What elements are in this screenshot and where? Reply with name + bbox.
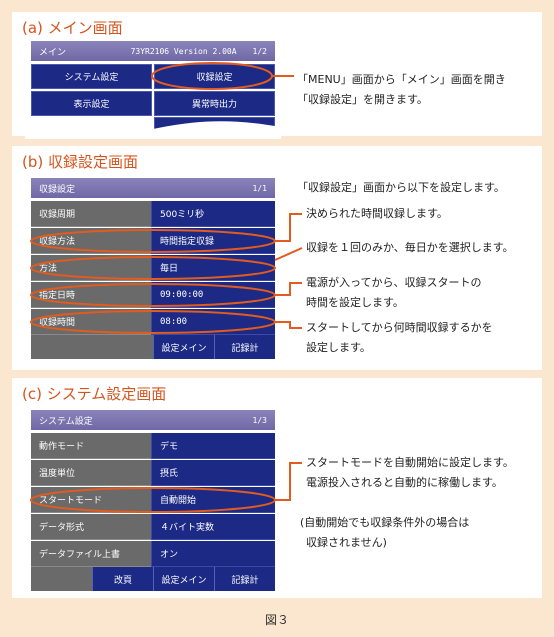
main-screen: メイン 73YR2106 Version 2.00A 1/2 <box>31 41 275 61</box>
section-a-title: (a) メイン画面 <box>22 19 123 37</box>
section-b-note2: 収録を１回のみか、毎日かを選択します。 <box>306 241 514 254</box>
settings-main-button[interactable]: 設定メイン <box>153 567 214 591</box>
row-value[interactable]: 08:00 <box>151 309 275 335</box>
menu-system-settings-button[interactable]: システム設定 <box>31 64 152 89</box>
section-b-note3-line1: 電源が入ってから、収録スタートの <box>306 276 482 289</box>
row-value[interactable]: 500ミリ秒 <box>151 201 275 227</box>
row-label: 収録方法 <box>31 228 151 254</box>
row-recording-method[interactable]: 収録方法 時間指定収録 <box>31 228 275 254</box>
section-a-note: 「MENU」画面から「メイン」画面を開き 「収録設定」を開きます。 <box>297 70 506 110</box>
section-a-note-line1: 「MENU」画面から「メイン」画面を開き <box>297 73 506 86</box>
settings-main-button[interactable]: 設定メイン <box>153 335 214 359</box>
recording-settings-screen: 収録設定 1/1 収録周期 500ミリ秒 収録方法 時間指定収録 方法 毎日 指… <box>31 178 275 359</box>
section-c-title: (c) システム設定画面 <box>22 385 167 403</box>
section-c-note1-line2: 電源投入されると自動的に稼働します。 <box>306 476 503 489</box>
main-screen-model: 73YR2106 Version 2.00A <box>130 46 237 56</box>
row-start-mode[interactable]: スタートモード 自動開始 <box>31 487 275 513</box>
recording-button-bar: 設定メイン 記録計 <box>31 335 275 359</box>
section-b-title: (b) 収録設定画面 <box>22 153 138 171</box>
row-value[interactable]: 時間指定収録 <box>151 228 275 254</box>
row-label: スタートモード <box>31 487 151 513</box>
recording-screen-title: 収録設定 <box>39 184 76 195</box>
row-recording-interval[interactable]: 収録周期 500ミリ秒 <box>31 201 275 227</box>
section-c-note2-line1: (自動開始でも収録条件外の場合は <box>300 516 470 529</box>
row-recording-duration[interactable]: 収録時間 08:00 <box>31 309 275 335</box>
row-label: 温度単位 <box>31 460 151 486</box>
row-value[interactable]: 09:00:00 <box>151 282 275 308</box>
system-settings-screen: システム設定 1/3 動作モード デモ 温度単位 摂氏 スタートモード 自動開始… <box>31 410 275 592</box>
section-b-note4-line1: スタートしてから何時間収録するかを <box>306 321 493 334</box>
section-c-note1-line1: スタートモードを自動開始に設定します。 <box>306 456 514 469</box>
row-data-file-overwrite[interactable]: データファイル上書 オン <box>31 541 275 567</box>
section-b-note4: スタートしてから何時間収録するかを 設定します。 <box>306 318 493 358</box>
section-b-note3-line2: 時間を設定します。 <box>306 296 404 309</box>
system-screen-titlebar: システム設定 1/3 <box>31 410 275 430</box>
main-screen-page: 1/2 <box>252 46 267 56</box>
row-value[interactable]: オン <box>151 541 275 567</box>
system-screen-page: 1/3 <box>252 415 267 425</box>
row-method[interactable]: 方法 毎日 <box>31 255 275 281</box>
system-button-bar: 改頁 設定メイン 記録計 <box>31 567 275 591</box>
menu-recording-settings-button[interactable]: 収録設定 <box>154 64 275 89</box>
row-value[interactable]: 毎日 <box>151 255 275 281</box>
recorder-button[interactable]: 記録計 <box>214 567 275 591</box>
row-value[interactable]: デモ <box>151 433 275 459</box>
figure-caption: 図３ <box>264 613 289 627</box>
row-label: 方法 <box>31 255 151 281</box>
section-c-note2: (自動開始でも収録条件外の場合は 収録されません) <box>300 513 469 553</box>
recorder-button[interactable]: 記録計 <box>214 335 275 359</box>
menu-alarm-output-button[interactable]: 異常時出力 <box>154 91 275 116</box>
row-label: 動作モード <box>31 433 151 459</box>
row-label: 指定日時 <box>31 282 151 308</box>
recording-screen-titlebar: 収録設定 1/1 <box>31 178 275 198</box>
row-label: データファイル上書 <box>31 541 151 567</box>
section-b-intro: 「収録設定」画面から以下を設定します。 <box>297 181 505 194</box>
main-screen-title: メイン <box>39 47 67 58</box>
row-temperature-unit[interactable]: 温度単位 摂氏 <box>31 460 275 486</box>
row-operation-mode[interactable]: 動作モード デモ <box>31 433 275 459</box>
section-a-note-line2: 「収録設定」を開きます。 <box>297 93 428 106</box>
row-label: 収録時間 <box>31 309 151 335</box>
menu-display-settings-button[interactable]: 表示設定 <box>31 91 152 116</box>
section-c-note2-line2: 収録されません) <box>306 536 387 549</box>
row-data-format[interactable]: データ形式 ４バイト実数 <box>31 514 275 540</box>
torn-edge <box>25 121 281 139</box>
row-value[interactable]: ４バイト実数 <box>151 514 275 540</box>
section-b-note1: 決められた時間収録します。 <box>306 207 448 220</box>
row-label: 収録周期 <box>31 201 151 227</box>
section-c-note1: スタートモードを自動開始に設定します。 電源投入されると自動的に稼働します。 <box>306 453 514 493</box>
system-screen-title: システム設定 <box>39 416 93 427</box>
section-b-note4-line2: 設定します。 <box>306 341 371 354</box>
row-label: データ形式 <box>31 514 151 540</box>
row-value[interactable]: 自動開始 <box>151 487 275 513</box>
section-b-note3: 電源が入ってから、収録スタートの 時間を設定します。 <box>306 273 481 313</box>
row-specified-time[interactable]: 指定日時 09:00:00 <box>31 282 275 308</box>
page-next-button[interactable]: 改頁 <box>92 567 153 591</box>
recording-screen-page: 1/1 <box>252 183 267 193</box>
row-value[interactable]: 摂氏 <box>151 460 275 486</box>
main-screen-titlebar: メイン 73YR2106 Version 2.00A 1/2 <box>31 41 275 61</box>
